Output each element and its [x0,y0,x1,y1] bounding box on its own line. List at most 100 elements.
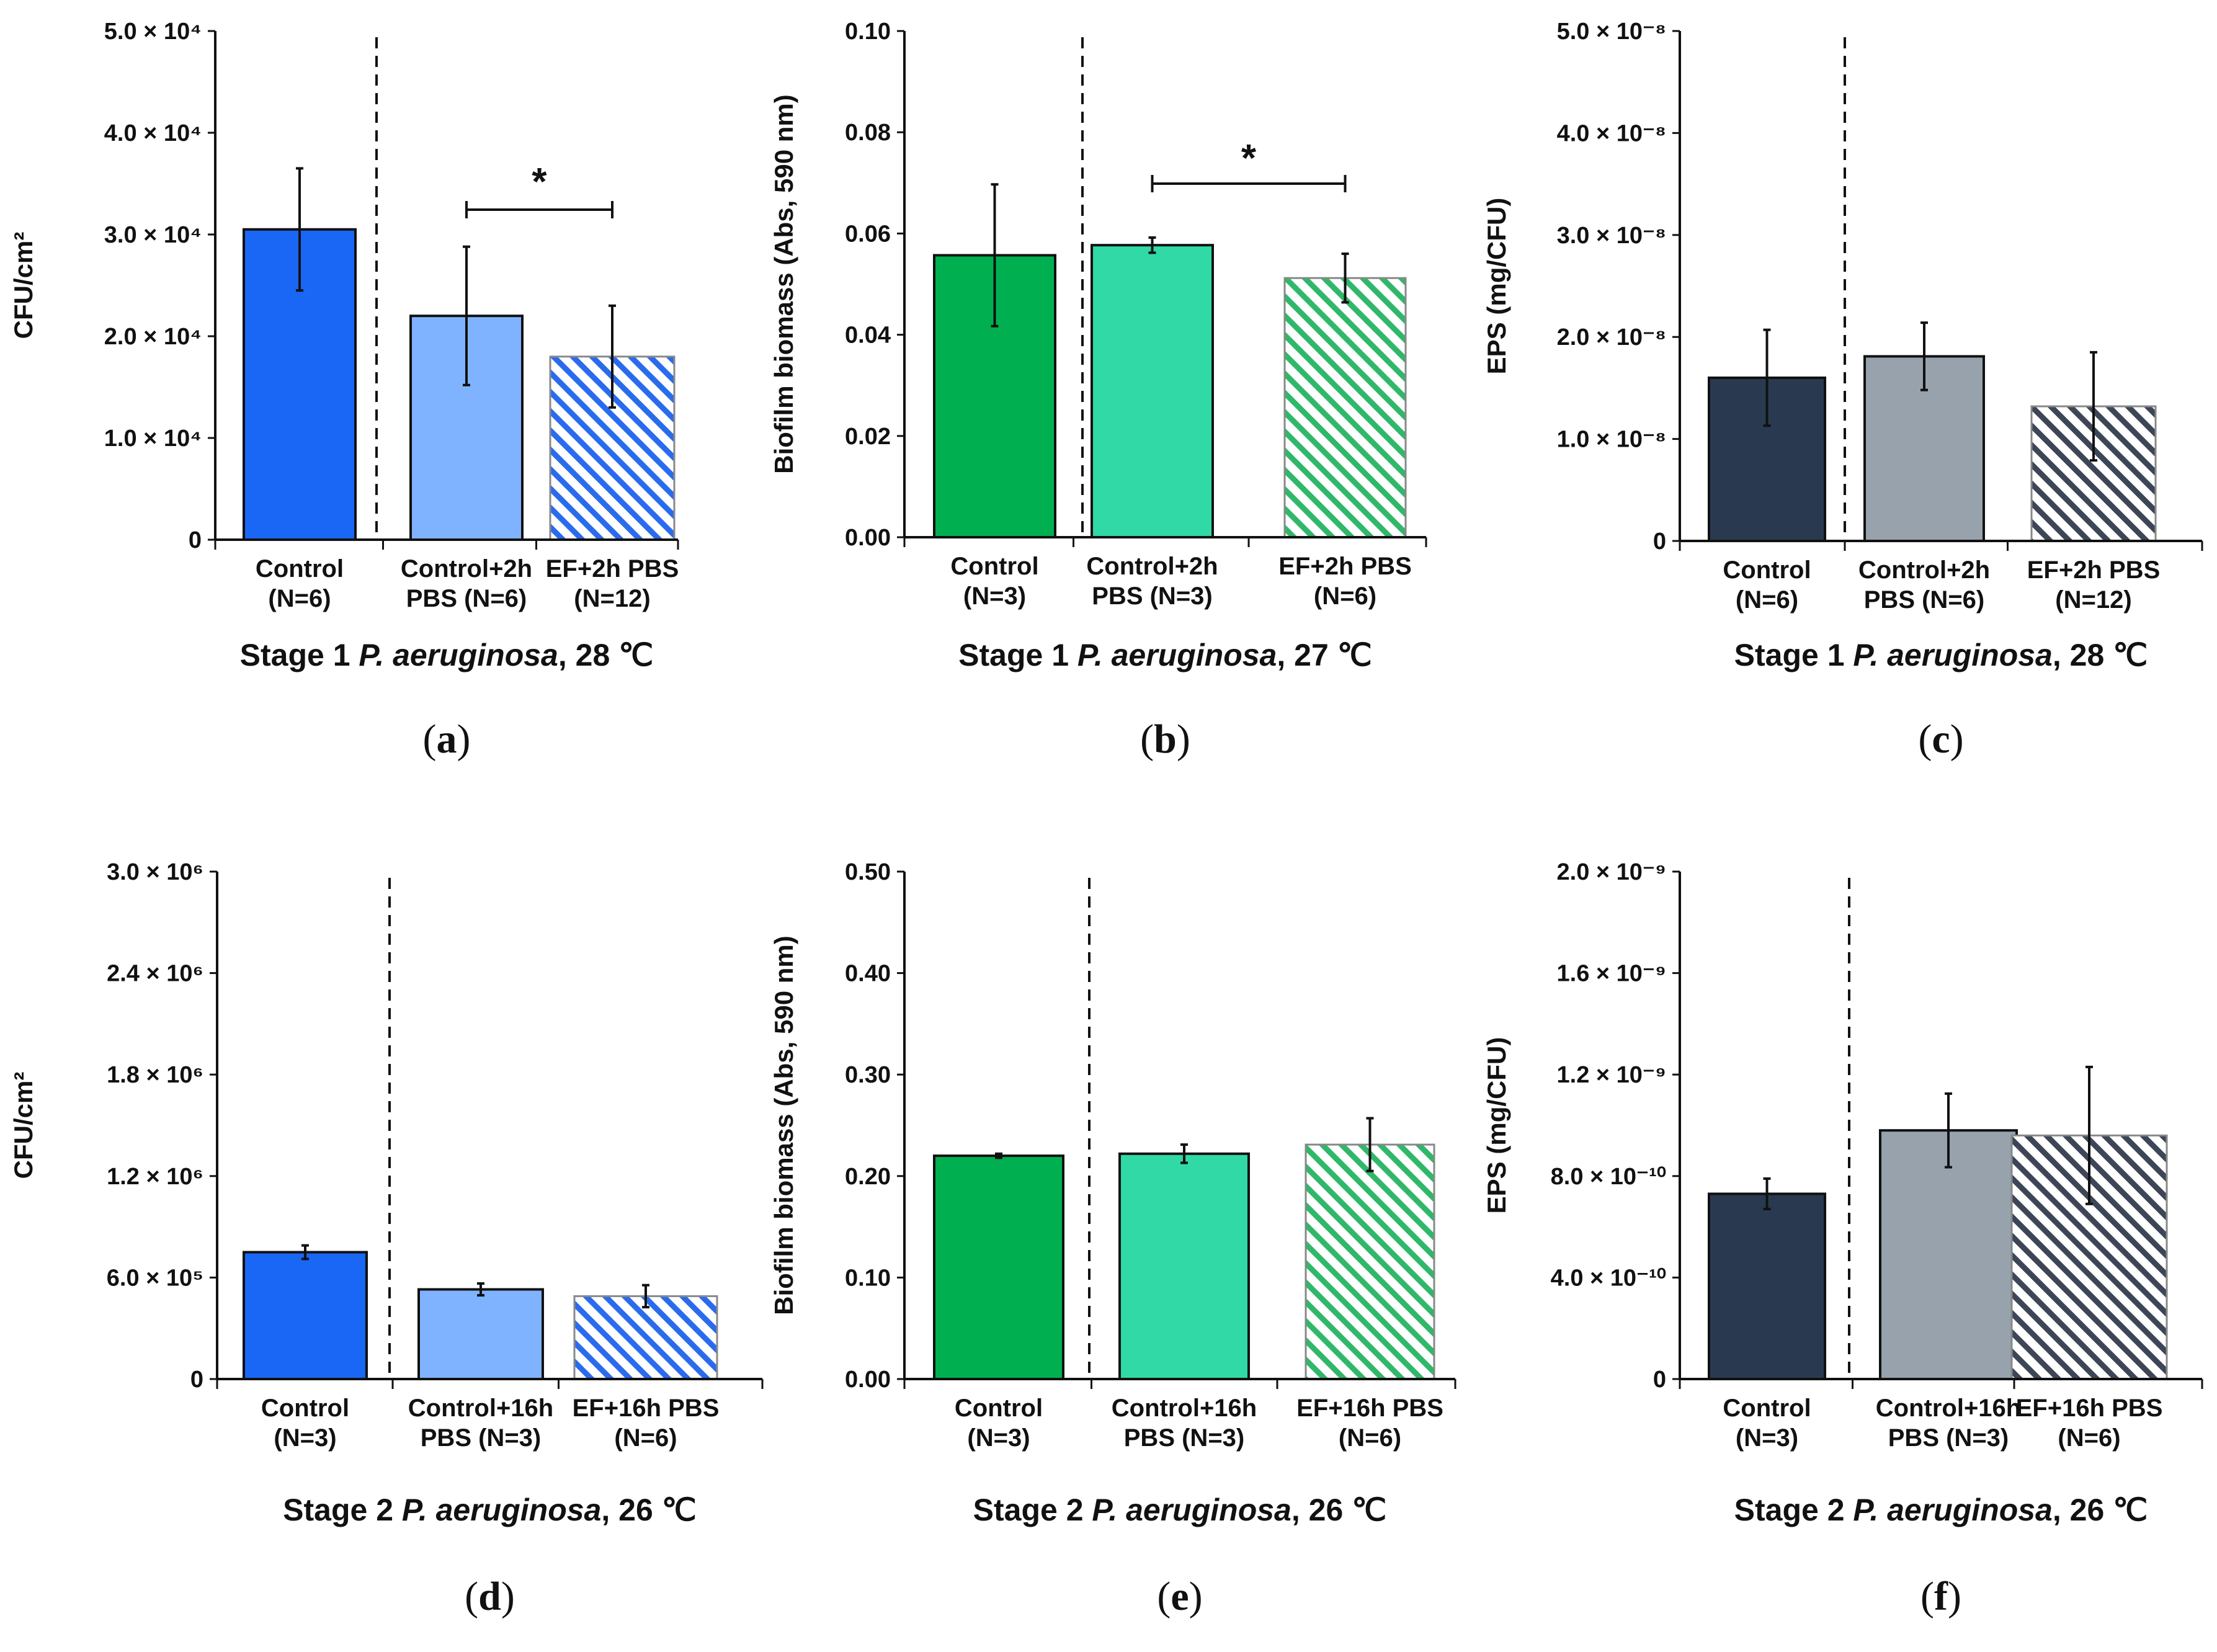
y-tick-label: 1.0 × 10⁻⁸ [1557,427,1666,453]
panel-label: (c) [1918,717,1963,762]
y-tick-label: 2.0 × 10⁴ [104,324,202,350]
category-label: Control [1723,1395,1811,1422]
category-label: (N=6) [2058,1424,2120,1452]
panel-title: Stage 2 P. aeruginosa, 26 ℃ [283,1493,697,1527]
y-tick-label: 0.02 [845,424,891,450]
panel-a: 0 1.0 × 10⁴ 2.0 × 10⁴ 3.0 × 10⁴ 4.0 × 10⁴ 5.0… [9,19,679,762]
significance-label: * [1241,137,1257,180]
category-label: (N=12) [2055,586,2131,614]
panel-label: (e) [1157,1574,1202,1619]
panel-title: Stage 2 P. aeruginosa, 26 ℃ [1734,1493,2148,1527]
y-tick-label: 0.06 [845,221,891,247]
y-axis-title: Biofilm biomass (Abs, 590 nm) [769,94,798,473]
category-label: (N=6) [1736,586,1798,614]
bar-3 [573,1295,718,1380]
bar-3 [1305,1143,1435,1380]
y-tick-label: 1.6 × 10⁻⁹ [1557,961,1667,987]
panel-b: 0.00 0.02 0.04 0.06 0.08 0.10 Control (N=3) Cont… [769,19,1427,762]
panel-label: (d) [465,1574,515,1619]
panel-title: Stage 1 P. aeruginosa, 27 ℃ [958,638,1372,672]
bar-1 [1708,1192,1826,1381]
category-label: Control [261,1395,349,1422]
category-label: (N=3) [967,1424,1030,1452]
y-tick-label: 0.30 [845,1062,891,1088]
y-tick-label: 0.10 [845,1265,891,1291]
category-label: EF+2h PBS [546,555,679,583]
y-tick-label: 1.0 × 10⁴ [104,426,202,452]
y-tick-label: 1.2 × 10⁻⁹ [1557,1062,1667,1088]
y-tick-label: 0.04 [845,323,891,349]
y-tick-label: 2.0 × 10⁻⁸ [1557,324,1666,350]
category-label: Control+2h [1086,553,1218,580]
y-tick-label: 0.40 [845,961,891,987]
y-tick-label: 3.0 × 10⁴ [104,222,202,248]
panel-d: 0 6.0 × 10⁵ 1.2 × 10⁶ 1.8 × 10⁶ 2.4 × 10⁶ 3.0… [9,859,764,1619]
y-tick-label: 1.2 × 10⁶ [107,1164,203,1190]
category-label: Control [256,555,344,583]
y-tick-label: 8.0 × 10⁻¹⁰ [1551,1164,1666,1190]
category-label: PBS (N=6) [406,585,527,612]
y-axis-title: CFU/cm² [9,232,38,339]
bar-2 [1879,1129,2018,1381]
category-label: (N=3) [1736,1424,1798,1452]
panel-title: Stage 1 P. aeruginosa, 28 ℃ [240,638,654,672]
category-label: EF+16h PBS [2016,1395,2163,1422]
bar-2 [1118,1152,1250,1380]
panel-f: 0 4.0 × 10⁻¹⁰ 8.0 × 10⁻¹⁰ 1.2 × 10⁻⁹ 1.6 × 1… [1482,859,2203,1619]
y-tick-label: 6.0 × 10⁵ [107,1265,203,1291]
y-axis-title: EPS (mg/CFU) [1482,1037,1511,1214]
category-label: (N=3) [274,1424,336,1452]
category-label: Control [955,1395,1043,1422]
y-tick-label: 0.08 [845,120,891,146]
category-label: Control+2h [401,555,532,583]
y-tick-label: 0.00 [845,525,891,551]
panel-title: Stage 2 P. aeruginosa, 26 ℃ [973,1493,1387,1527]
panel-e: 0.00 0.10 0.20 0.30 0.40 0.50 Control(N=3) Cont… [769,859,1456,1619]
category-label: PBS (N=3) [1888,1424,2009,1452]
y-tick-label: 0.20 [845,1164,891,1190]
category-label: EF+2h PBS [1278,553,1412,580]
y-tick-label: 0.10 [845,19,891,45]
y-axis-title: CFU/cm² [9,1072,38,1179]
y-tick-label: 0 [189,527,202,553]
panel-label: (a) [423,717,471,762]
category-label: Control+16h [1112,1395,1257,1422]
category-label: PBS (N=6) [1864,586,1985,614]
category-label: (N=3) [963,583,1026,610]
significance-label: * [532,161,547,203]
category-label: (N=12) [574,585,650,612]
category-label: PBS (N=3) [1092,583,1213,610]
category-label: EF+16h PBS [573,1395,720,1422]
category-label: Control+16h [1876,1395,2021,1422]
y-tick-label: 5.0 × 10⁻⁸ [1557,19,1666,45]
category-label: Control+16h [408,1395,553,1422]
y-axis-title: Biofilm biomass (Abs, 590 nm) [769,935,798,1315]
y-tick-label: 3.0 × 10⁶ [107,859,203,885]
category-label: Control [1723,556,1811,584]
y-tick-label: 0 [190,1367,203,1393]
bar-3 [1283,277,1407,538]
bar-1 [933,1154,1064,1380]
y-tick-label: 5.0 × 10⁴ [104,19,202,45]
y-tick-label: 4.0 × 10⁴ [104,120,202,146]
category-label: (N=6) [1314,583,1376,610]
category-label: EF+2h PBS [2027,556,2161,584]
panel-c: 0 1.0 × 10⁻⁸ 2.0 × 10⁻⁸ 3.0 × 10⁻⁸ 4.0 × 10⁻… [1482,19,2203,762]
y-tick-label: 0.50 [845,859,891,885]
y-tick-label: 0 [1653,1367,1666,1393]
panel-label: (f) [1920,1574,1961,1619]
bar-2 [1091,244,1214,538]
panel-label: (b) [1140,717,1190,762]
panel-title: Stage 1 P. aeruginosa, 28 ℃ [1734,638,2148,672]
category-label: (N=6) [614,1424,677,1452]
category-label: PBS (N=3) [421,1424,542,1452]
y-tick-label: 2.4 × 10⁶ [107,961,203,987]
y-tick-label: 0 [1653,529,1666,555]
y-tick-label: 0.00 [845,1367,891,1393]
bar-2 [417,1288,544,1380]
y-axis-title: EPS (mg/CFU) [1482,198,1511,375]
category-label: Control+2h [1858,556,1990,584]
bar-1 [243,1251,368,1380]
category-label: (N=6) [268,585,331,612]
